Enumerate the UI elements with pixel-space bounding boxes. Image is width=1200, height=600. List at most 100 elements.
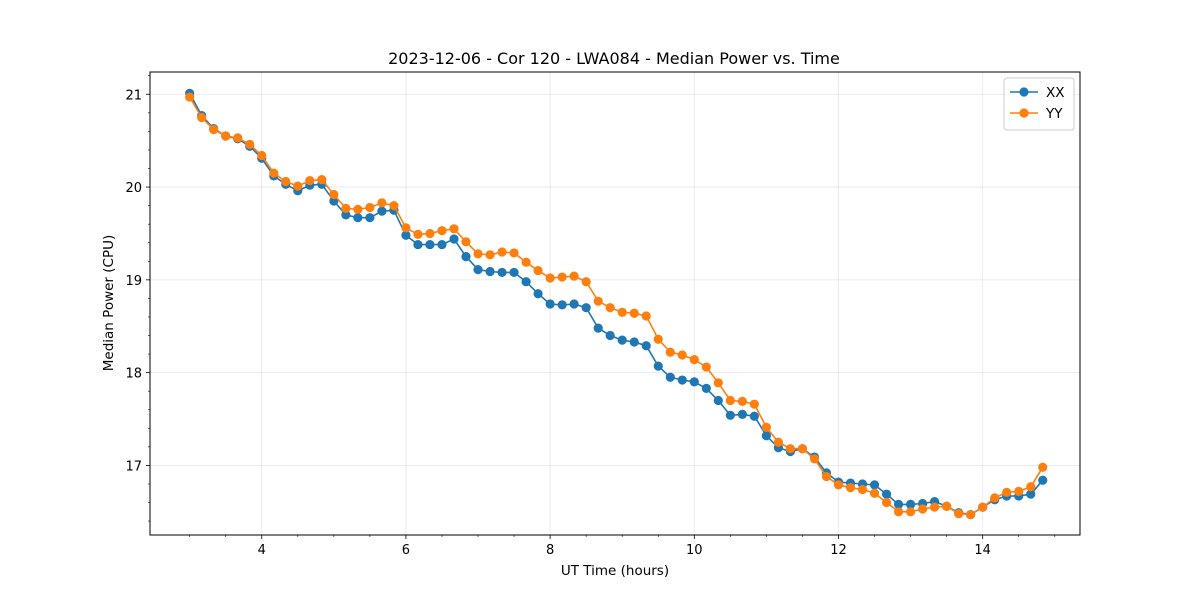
data-point-xx [749, 411, 759, 421]
data-point-xx [425, 239, 435, 250]
data-point-yy [401, 223, 411, 233]
legend-marker-yy [1019, 108, 1029, 118]
data-point-yy [305, 175, 315, 186]
data-point-yy [329, 189, 339, 200]
x-tick-label: 8 [546, 543, 554, 558]
chart-title: 2023-12-06 - Cor 120 - LWA084 - Median P… [388, 49, 840, 68]
data-point-yy [461, 237, 471, 247]
data-point-yy [797, 444, 808, 454]
grid [150, 72, 1080, 535]
data-point-yy [389, 201, 399, 211]
legend-marker-xx [1019, 87, 1029, 97]
data-point-yy [557, 272, 567, 282]
data-point-yy [629, 308, 639, 318]
data-point-xx [881, 489, 892, 499]
data-point-yy [233, 133, 243, 143]
data-point-yy [353, 204, 363, 214]
series-xx [185, 88, 1048, 520]
data-point-yy [978, 502, 988, 512]
data-point-yy [905, 507, 916, 517]
data-point-yy [485, 250, 495, 260]
x-tick-label: 4 [258, 543, 266, 558]
data-point-xx [569, 299, 579, 309]
x-tick-label: 14 [974, 543, 991, 558]
data-point-yy [1002, 487, 1012, 497]
y-tick-label: 18 [125, 367, 142, 382]
legend: XX YY [1003, 77, 1075, 131]
data-point-xx [869, 480, 880, 490]
data-point-xx [533, 289, 543, 299]
data-point-yy [197, 112, 207, 123]
data-point-yy [569, 271, 579, 281]
data-point-xx [761, 431, 771, 441]
data-point-xx [557, 300, 567, 310]
data-point-yy [293, 181, 303, 191]
data-point-yy [617, 307, 627, 317]
data-point-xx [341, 210, 351, 220]
data-point-xx [1026, 489, 1036, 499]
data-point-yy [605, 303, 615, 313]
data-point-yy [893, 507, 904, 517]
data-point-yy [593, 296, 603, 306]
data-point-yy [809, 454, 820, 464]
data-point-xx [497, 267, 507, 278]
data-point-yy [761, 422, 771, 432]
data-point-yy [641, 311, 651, 321]
data-point-xx [641, 341, 651, 351]
data-point-yy [281, 176, 291, 187]
data-point-yy [209, 124, 219, 135]
axes: 4 6 8 10 12 14 17 18 19 20 21 [125, 75, 1056, 558]
data-point-yy [929, 502, 940, 512]
data-point-yy [1038, 462, 1048, 472]
data-point-xx [449, 234, 459, 244]
data-point-yy [245, 139, 255, 149]
data-point-xx [701, 383, 711, 393]
series-yy [185, 92, 1048, 520]
legend-entry-yy: YY [1010, 106, 1063, 122]
data-point-xx [677, 375, 687, 385]
data-point-xx [629, 337, 639, 347]
data-point-yy [545, 273, 555, 283]
data-point-yy [773, 437, 784, 447]
data-point-yy [185, 92, 195, 102]
data-point-yy [437, 226, 447, 236]
data-point-yy [377, 198, 387, 208]
data-point-xx [461, 252, 471, 262]
y-tick-label: 17 [125, 459, 142, 474]
data-point-yy [365, 202, 375, 213]
data-point-yy [689, 355, 699, 365]
data-point-yy [497, 247, 507, 257]
data-point-yy [269, 168, 279, 178]
data-point-xx [329, 196, 339, 206]
data-point-xx [377, 206, 387, 216]
x-tick-label: 6 [402, 543, 410, 558]
x-axis-label: UT Time (hours) [561, 563, 669, 579]
data-point-yy [653, 334, 663, 344]
data-point-yy [473, 249, 483, 259]
data-point-yy [737, 396, 747, 406]
data-point-yy [341, 203, 351, 213]
y-tick-label: 20 [125, 181, 142, 196]
data-point-xx [401, 230, 411, 240]
data-point-xx [545, 299, 555, 309]
data-point-yy [581, 277, 591, 287]
data-point-xx [413, 239, 423, 250]
x-tick-label: 12 [830, 543, 847, 558]
series-line-yy [189, 96, 1044, 516]
legend-label-xx: XX [1046, 85, 1065, 101]
data-point-xx [437, 239, 447, 250]
data-point-xx [725, 410, 735, 420]
data-point-yy [833, 480, 844, 490]
y-tick-label: 19 [125, 274, 142, 289]
legend-label-yy: YY [1045, 106, 1063, 122]
data-point-yy [821, 471, 832, 482]
data-point-xx [617, 335, 627, 345]
data-point-yy [1014, 486, 1024, 496]
data-point-yy [869, 488, 880, 498]
data-point-yy [701, 362, 711, 372]
data-point-xx [581, 303, 591, 313]
data-point-xx [593, 323, 603, 333]
data-point-xx [665, 372, 675, 382]
series-line-xx [188, 92, 1044, 516]
